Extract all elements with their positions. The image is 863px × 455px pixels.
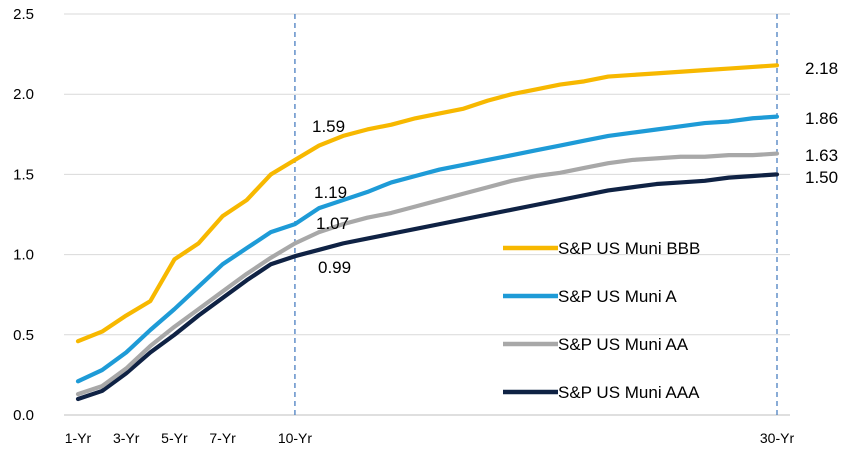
legend-label: S&P US Muni AAA — [558, 383, 700, 402]
legend-item: S&P US Muni AAA — [503, 383, 700, 402]
data-label: 0.99 — [318, 258, 351, 277]
y-tick-label: 1.0 — [13, 247, 34, 264]
y-tick-label: 1.5 — [13, 166, 34, 183]
data-label: 1.86 — [805, 109, 838, 128]
data-label: 1.59 — [312, 117, 345, 136]
legend-item: S&P US Muni AA — [503, 335, 689, 354]
x-tick-label: 7-Yr — [209, 430, 236, 446]
data-label: 2.18 — [805, 59, 838, 78]
legend-label: S&P US Muni BBB — [558, 239, 700, 258]
legend-item: S&P US Muni BBB — [503, 239, 700, 258]
data-label: 1.07 — [316, 214, 349, 233]
reference-lines — [294, 14, 778, 415]
series-line-aa — [75, 151, 780, 397]
data-label: 1.63 — [805, 146, 838, 165]
x-tick-label: 3-Yr — [113, 430, 140, 446]
legend-label: S&P US Muni A — [558, 287, 677, 306]
legend-label: S&P US Muni AA — [558, 335, 689, 354]
data-label: 1.19 — [314, 183, 347, 202]
x-tick-label: 1-Yr — [65, 430, 92, 446]
x-tick-label: 5-Yr — [161, 430, 188, 446]
y-tick-label: 2.5 — [13, 6, 34, 23]
axes: 0.0 0.5 1.0 1.5 2.0 2.5 1-Yr 3-Yr 5-Yr 7-Yr 10-Yr 3… — [13, 6, 794, 446]
series-line-aaa — [75, 172, 780, 402]
gridlines — [64, 13, 790, 416]
series-lines — [75, 63, 780, 402]
legend: S&P US Muni BBB S&P US Muni A S&P US Muni … — [503, 239, 700, 402]
y-tick-label: 2.0 — [13, 86, 34, 103]
data-labels: 1.59 1.19 1.07 0.99 2.18 1.86 1.63 1.50 — [312, 59, 838, 277]
x-tick-label: 10-Yr — [278, 430, 313, 446]
series-line-bbb — [75, 63, 780, 344]
series-line-a — [75, 114, 780, 384]
y-tick-label: 0.5 — [13, 327, 34, 344]
x-tick-label: 30-Yr — [760, 430, 795, 446]
legend-item: S&P US Muni A — [503, 287, 677, 306]
data-label: 1.50 — [805, 168, 838, 187]
y-tick-label: 0.0 — [13, 407, 34, 424]
